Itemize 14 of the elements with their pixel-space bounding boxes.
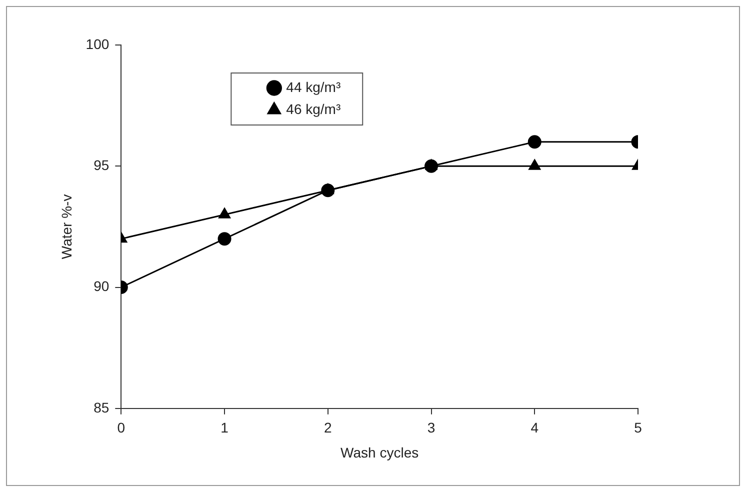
y-tick-label: 90 [94,278,110,294]
legend-label: 44 kg/m³ [286,78,341,95]
y-tick-label: 85 [94,399,110,416]
y-tick-label: 100 [86,36,110,52]
x-tick-label: 1 [220,420,229,436]
y-tick-label: 95 [94,156,110,173]
x-tick-label: 5 [634,420,642,436]
x-tick-label: 3 [427,420,436,436]
x-axis-title: Wash cycles [340,444,419,460]
legend-label: 46 kg/m³ [286,100,341,117]
y-axis-title: Water %-v [58,194,74,260]
x-tick-label: 0 [117,420,126,436]
x-tick-label: 4 [530,420,539,436]
x-tick-label: 2 [324,420,332,436]
